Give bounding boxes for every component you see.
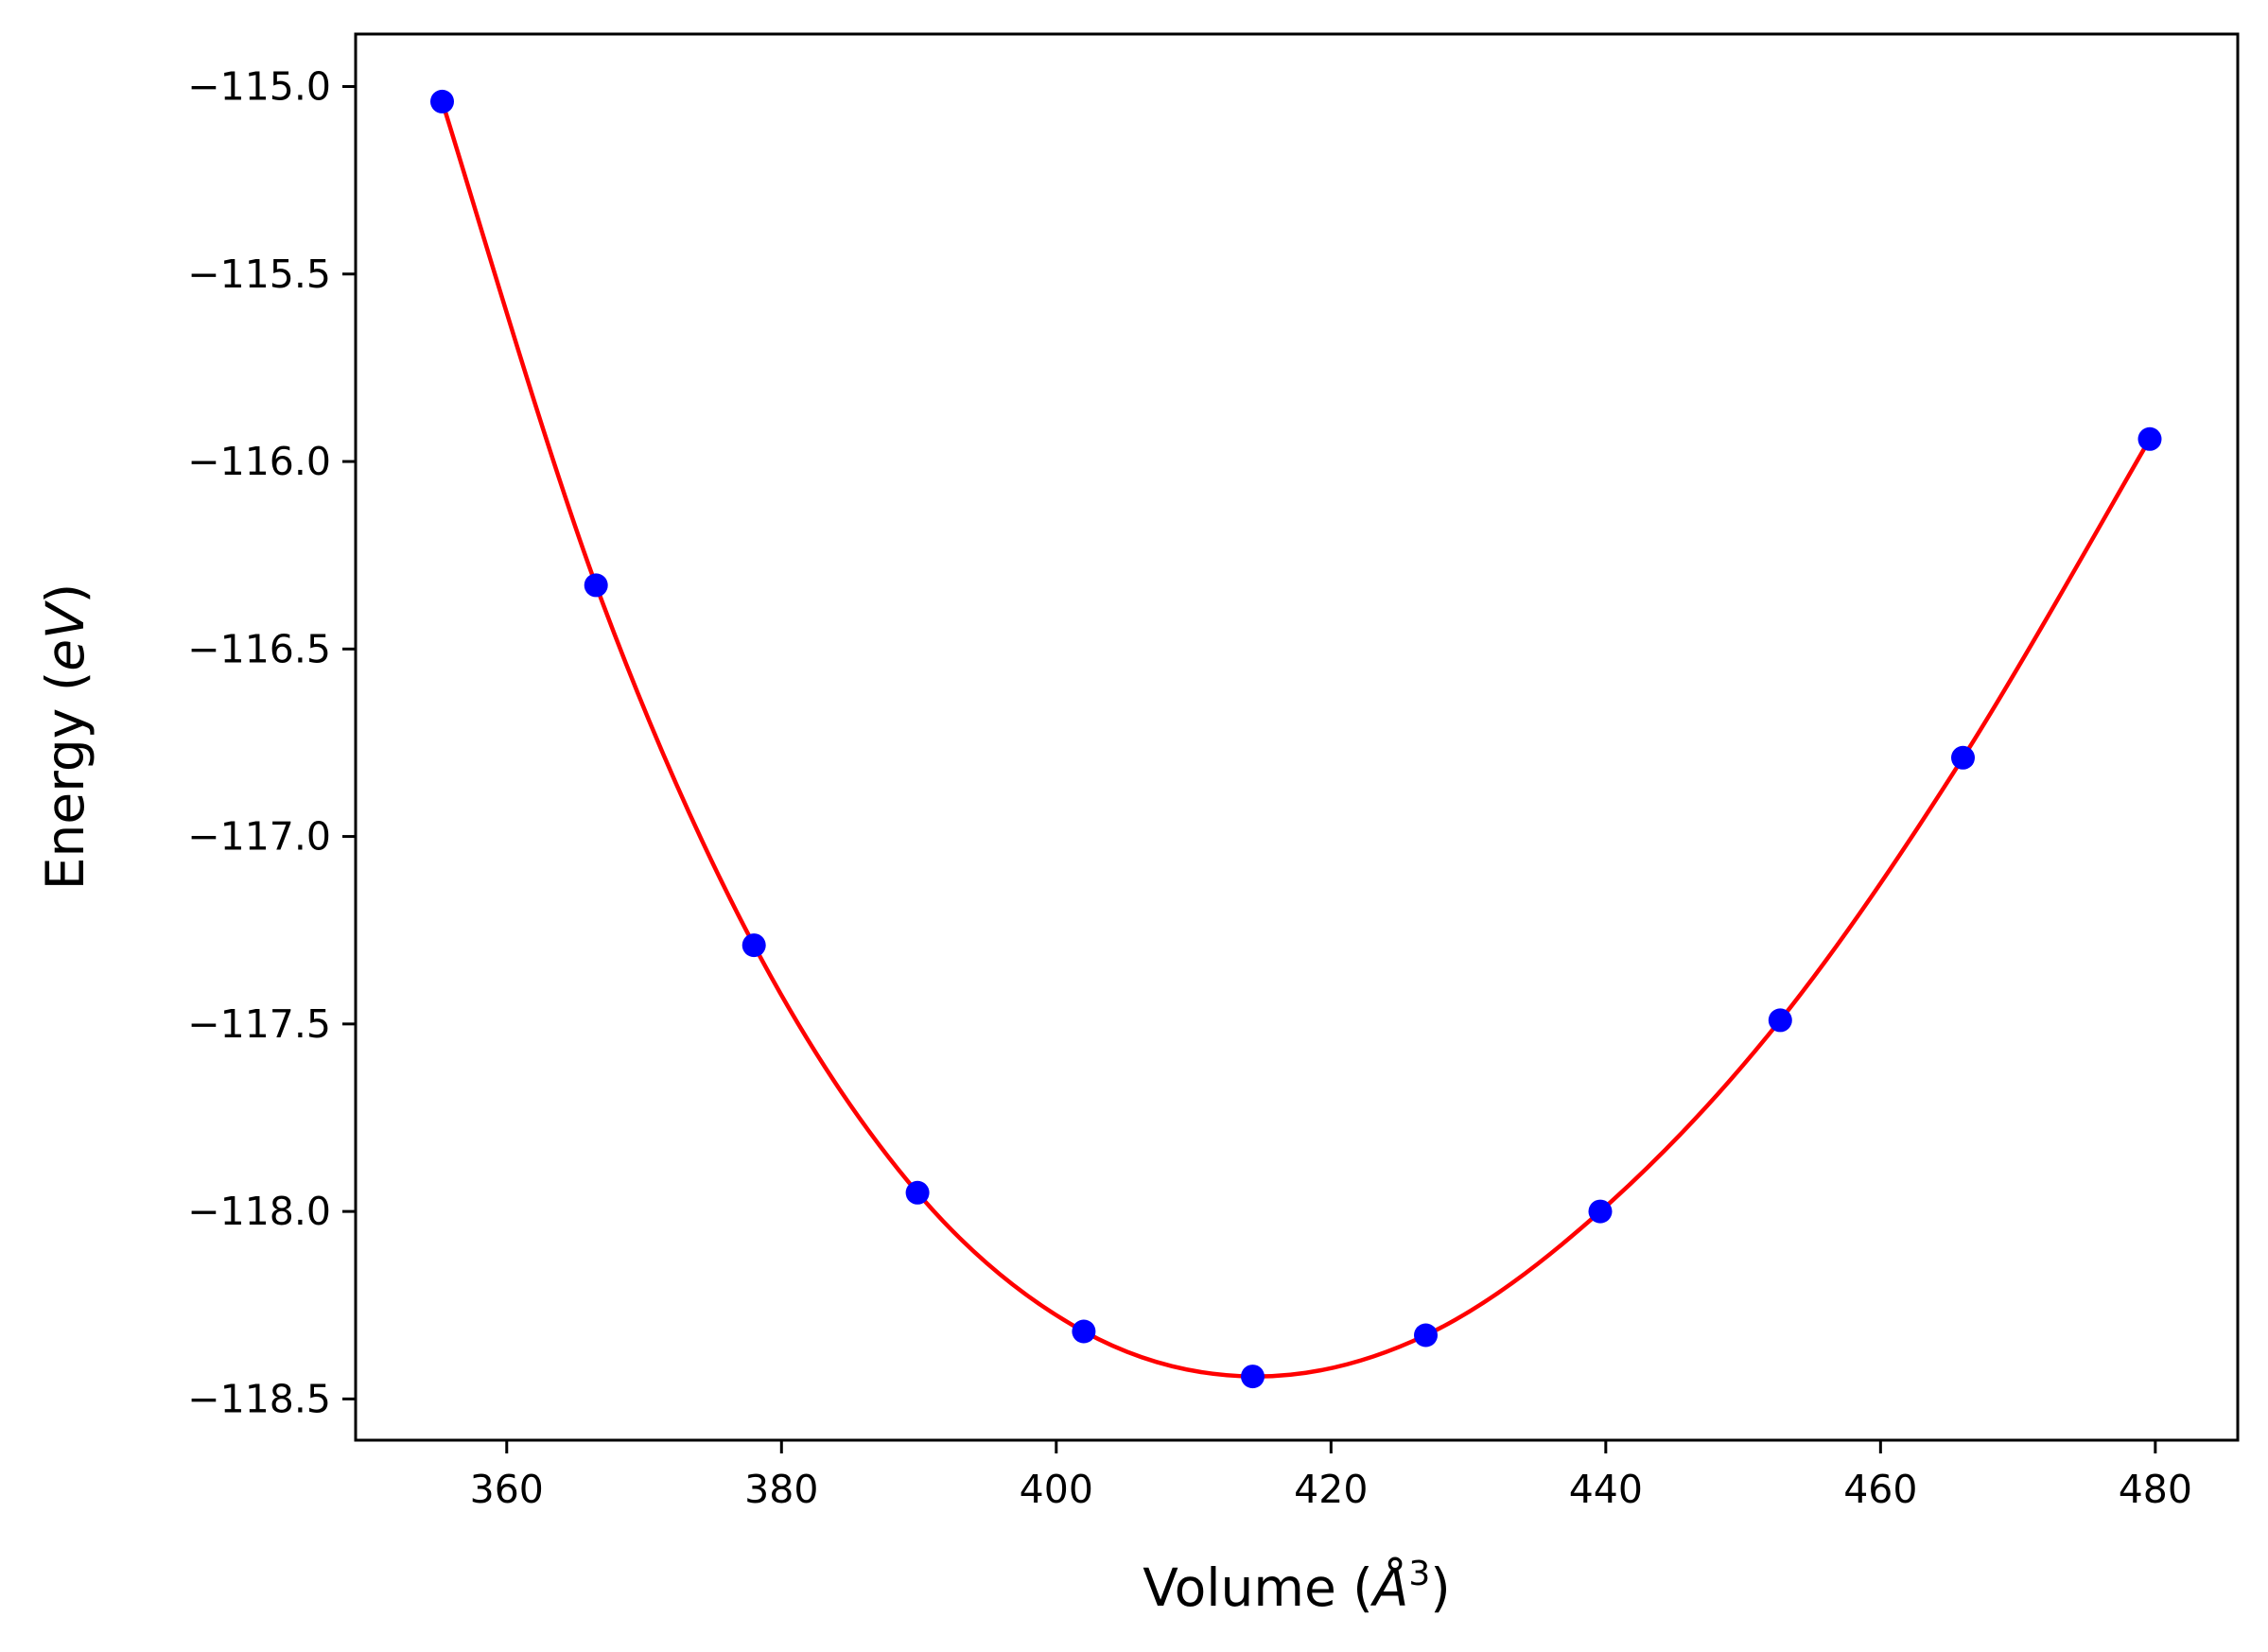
data-point — [1768, 1008, 1792, 1033]
fit-curve — [440, 100, 2152, 1379]
x-tick-label: 420 — [1294, 1467, 1368, 1512]
y-axis-title-unit: eV — [35, 600, 96, 671]
y-axis-ticks: −115.0 −115.5 −116.0 −116.5 −117.0 −117.5 −118… — [187, 64, 356, 1421]
y-axis-title-main: Energy ( — [35, 671, 96, 891]
fit-curve-layer — [440, 100, 2152, 1379]
x-tick-label: 460 — [1843, 1467, 1917, 1512]
y-tick-label: −117.0 — [187, 814, 331, 860]
x-tick-label: 480 — [2119, 1467, 2192, 1512]
data-point — [905, 1180, 930, 1205]
y-tick-label: −118.5 — [187, 1376, 331, 1421]
data-point — [2137, 426, 2162, 451]
y-tick-label: −116.5 — [187, 626, 331, 671]
data-point — [584, 573, 608, 598]
x-tick-label: 360 — [470, 1467, 544, 1512]
data-point — [1588, 1199, 1613, 1224]
x-axis-title: Volume (Å3) — [1143, 1555, 1451, 1618]
y-axis-title-close: ) — [35, 583, 96, 603]
x-axis-ticks: 360 380 400 420 440 460 480 — [470, 1440, 2192, 1512]
x-axis-title-symbol: Å — [1370, 1556, 1409, 1618]
x-tick-label: 440 — [1569, 1467, 1643, 1512]
x-tick-label: 400 — [1020, 1467, 1093, 1512]
x-tick-label: 380 — [744, 1467, 818, 1512]
y-tick-label: −116.0 — [187, 439, 331, 484]
x-axis-title-close: ) — [1430, 1557, 1450, 1618]
data-point — [1414, 1323, 1438, 1348]
data-point — [430, 89, 454, 113]
y-tick-label: −115.5 — [187, 252, 331, 297]
data-point — [741, 933, 766, 958]
data-point — [1241, 1365, 1265, 1389]
y-axis-title: Energy (eV) — [35, 583, 96, 890]
data-point — [1072, 1319, 1096, 1344]
y-tick-label: −115.0 — [187, 64, 331, 110]
x-axis-title-main: Volume ( — [1143, 1557, 1373, 1618]
y-tick-label: −117.5 — [187, 1001, 331, 1047]
data-point — [1951, 745, 1975, 770]
plot-frame — [354, 32, 2240, 1442]
y-tick-label: −118.0 — [187, 1189, 331, 1234]
data-points-layer — [430, 89, 2162, 1389]
x-axis-title-power: 3 — [1408, 1555, 1430, 1593]
